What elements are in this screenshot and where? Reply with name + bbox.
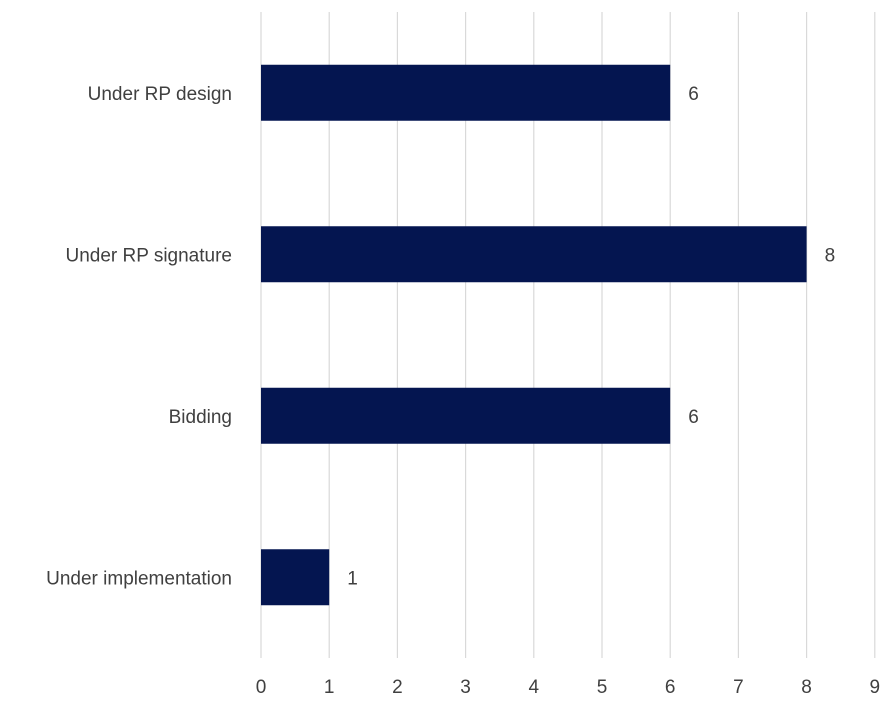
category-label-2: Bidding	[169, 407, 232, 428]
x-tick-label-4: 4	[529, 677, 540, 697]
x-tick-label-8: 8	[801, 677, 812, 697]
x-tick-label-7: 7	[733, 677, 744, 697]
x-tick-label-9: 9	[870, 677, 881, 697]
bar-0	[261, 64, 671, 121]
data-label-3: 1	[347, 568, 358, 589]
x-tick-label-0: 0	[256, 677, 267, 697]
labels: 0 1 2 3 4 5 6 7 8 9 Under RP design 6 Under RP signa…	[46, 84, 881, 698]
data-label-1: 8	[825, 245, 836, 266]
bars	[261, 64, 807, 606]
data-label-2: 6	[688, 407, 699, 428]
category-label-3: Under implementation	[46, 568, 232, 589]
x-tick-label-3: 3	[460, 677, 471, 697]
category-label-0: Under RP design	[88, 84, 232, 105]
x-tick-label-1: 1	[324, 677, 335, 697]
x-tick-label-2: 2	[392, 677, 403, 697]
bar-1	[261, 226, 807, 283]
bar-3	[261, 549, 330, 606]
category-label-1: Under RP signature	[65, 245, 232, 266]
x-tick-label-5: 5	[597, 677, 608, 697]
bar-2	[261, 387, 671, 444]
x-tick-label-6: 6	[665, 677, 676, 697]
data-label-0: 6	[688, 84, 699, 105]
